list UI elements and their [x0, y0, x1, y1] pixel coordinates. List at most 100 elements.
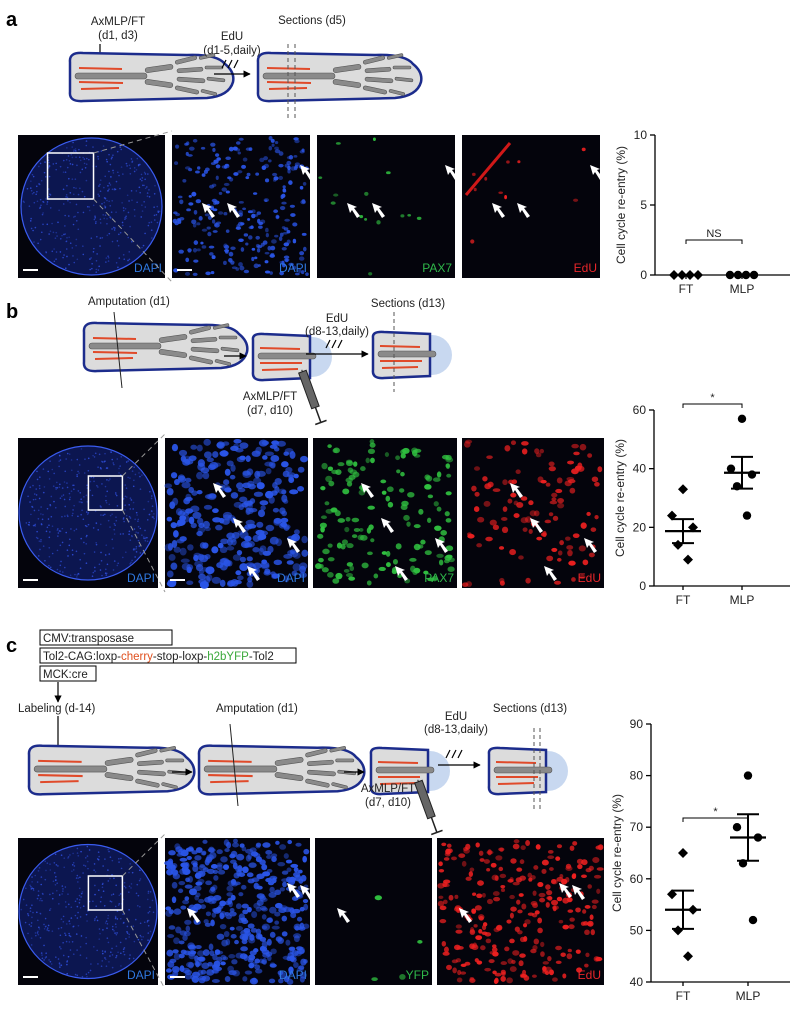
nucleus: [197, 517, 204, 525]
nucleus: [187, 950, 196, 957]
nucleus: [226, 885, 234, 892]
nucleus: [239, 496, 248, 503]
nucleus: [99, 183, 101, 186]
nucleus: [235, 148, 241, 152]
nucleus: [108, 200, 110, 203]
nucleus: [51, 222, 53, 225]
nucleus: [184, 969, 192, 976]
nucleus: [474, 905, 482, 911]
nucleus: [230, 859, 237, 864]
nucleus: [146, 186, 148, 188]
nucleus: [220, 961, 226, 966]
nucleus: [78, 156, 81, 159]
nucleus: [177, 474, 185, 481]
nucleus: [288, 966, 294, 974]
nucleus: [33, 191, 35, 194]
nucleus: [41, 957, 44, 960]
nucleus: [111, 513, 113, 515]
nucleus: [81, 891, 84, 893]
panel-letter: b: [6, 301, 18, 323]
nucleus: [83, 552, 86, 555]
nucleus: [48, 195, 50, 198]
nucleus: [104, 485, 107, 488]
nucleus: [106, 234, 109, 237]
nucleus: [107, 941, 110, 944]
tissue-section: [20, 137, 163, 276]
zoom-box: [87, 875, 124, 911]
nucleus: [36, 478, 39, 481]
nucleus: [101, 886, 104, 889]
nucleus: [118, 257, 121, 259]
nucleus: [35, 536, 38, 539]
nucleus: [108, 850, 110, 853]
nucleus: [527, 912, 534, 916]
nucleus: [98, 265, 100, 268]
nucleus: [236, 482, 244, 490]
nucleus: [142, 184, 144, 187]
nucleus: [129, 167, 132, 170]
nucleus: [248, 235, 253, 240]
nucleus: [186, 208, 191, 212]
nucleus: [43, 171, 46, 174]
nucleus: [342, 488, 350, 495]
nucleus: [115, 933, 118, 936]
nucleus: [245, 519, 255, 526]
nucleus: [545, 901, 550, 908]
nucleus: [455, 924, 462, 929]
micrograph: DAPI: [172, 135, 313, 278]
nucleus: [322, 548, 330, 555]
nucleus: [566, 897, 573, 903]
nucleus: [44, 559, 46, 562]
nucleus: [64, 515, 66, 517]
construct-box: [39, 665, 97, 682]
nucleus: [106, 479, 108, 481]
nucleus: [62, 915, 65, 918]
nucleus: [248, 147, 253, 151]
nucleus: [65, 240, 68, 242]
data-point: [673, 925, 683, 936]
nucleus: [290, 957, 297, 963]
arrowhead: [517, 203, 530, 218]
nucleus: [28, 923, 31, 926]
nucleus: [293, 961, 299, 969]
nucleus: [69, 242, 72, 245]
nucleus: [106, 563, 109, 566]
nucleus: [172, 869, 178, 877]
nucleus: [82, 905, 85, 907]
nucleus: [203, 504, 213, 510]
nucleus: [459, 971, 467, 975]
nucleus: [282, 881, 287, 888]
nucleus: [223, 479, 230, 486]
nucleus: [240, 247, 245, 252]
nucleus: [514, 926, 520, 932]
nucleus: [173, 478, 180, 486]
nucleus: [70, 459, 73, 461]
nucleus: [265, 467, 272, 475]
nucleus: [121, 221, 124, 224]
nucleus: [509, 912, 514, 919]
nucleus: [263, 570, 271, 576]
nucleus: [131, 240, 133, 243]
nucleus: [59, 934, 62, 937]
nucleus: [170, 522, 177, 529]
image-background: [462, 135, 600, 278]
nucleus: [52, 880, 55, 883]
limb-schematic: [197, 744, 366, 796]
nucleus: [77, 855, 80, 857]
nucleus: [212, 147, 216, 152]
nucleus: [233, 443, 240, 449]
nucleus: [385, 562, 391, 568]
nucleus: [144, 206, 147, 208]
nucleus: [478, 850, 484, 856]
nucleus: [258, 547, 264, 556]
nucleus: [142, 936, 144, 938]
nucleus: [48, 909, 51, 912]
nucleus: [579, 574, 586, 580]
nucleus: [494, 972, 502, 977]
nucleus: [115, 956, 117, 959]
nucleus: [423, 570, 429, 575]
nucleus: [140, 938, 143, 941]
nucleus: [75, 238, 78, 241]
nucleus: [128, 251, 131, 253]
nucleus: [182, 868, 191, 876]
